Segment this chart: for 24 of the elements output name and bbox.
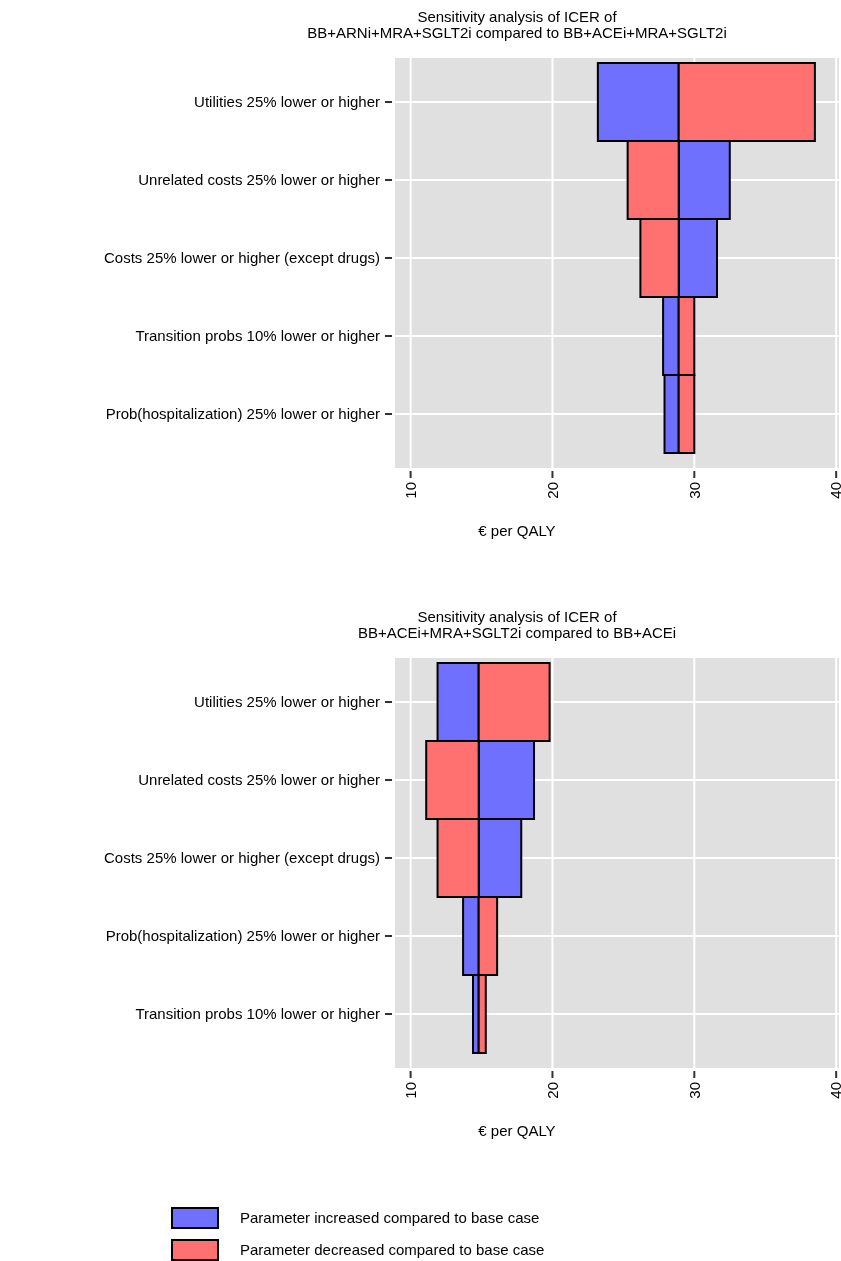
x-tick-label: 10 [401, 1082, 419, 1099]
x-tick-label: 20 [543, 1082, 561, 1099]
chart-title: Sensitivity analysis of ICER of BB+ARNi+MRA+SGLT2i compared to BB+ACEi+MRA+SGLT2i [307, 8, 727, 41]
x-tick-label: 20 [543, 482, 561, 499]
y-tick-label: Costs 25% lower or higher (except drugs) [104, 249, 380, 267]
y-tick-label: Prob(hospitalization) 25% lower or higher [105, 405, 380, 423]
y-tick-label: Unrelated costs 25% lower or higher [138, 171, 380, 189]
x-tick-label: 10 [401, 482, 419, 499]
x-axis-title: € per QALY [478, 1122, 556, 1139]
x-axis-title: € per QALY [478, 522, 556, 539]
x-tick-label: 40 [827, 482, 841, 499]
y-tick-label: Costs 25% lower or higher (except drugs) [104, 849, 380, 867]
legend-label: Parameter increased compared to base case [240, 1209, 540, 1227]
y-tick-label: Utilities 25% lower or higher [194, 93, 380, 111]
chart-title: Sensitivity analysis of ICER of BB+ACEi+MRA+SGLT2i compared to BB+ACEi [357, 608, 677, 641]
y-tick-label: Transition probs 10% lower or higher [135, 327, 380, 345]
x-tick-label: 30 [685, 482, 703, 499]
x-tick-label: 40 [827, 1082, 841, 1099]
y-tick-label: Transition probs 10% lower or higher [135, 1005, 380, 1023]
y-tick-label: Utilities 25% lower or higher [194, 693, 380, 711]
legend-label: Parameter decreased compared to base case [240, 1241, 545, 1259]
y-tick-label: Unrelated costs 25% lower or higher [138, 771, 380, 789]
y-tick-label: Prob(hospitalization) 25% lower or higher [105, 927, 380, 945]
x-tick-label: 30 [685, 1082, 703, 1099]
